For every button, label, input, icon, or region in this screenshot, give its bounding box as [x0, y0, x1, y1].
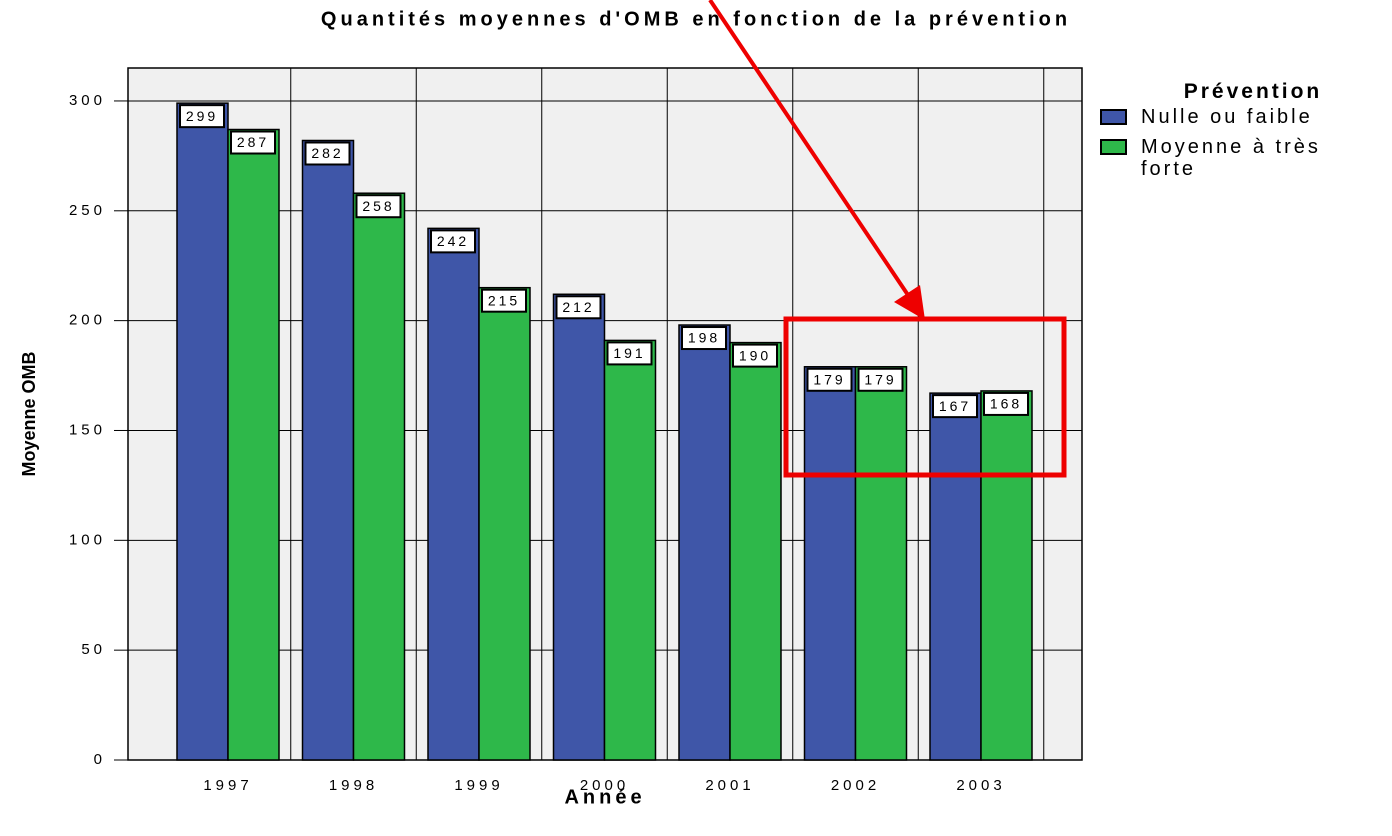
x-tick-label: 2003	[956, 777, 1005, 794]
value-label-box	[430, 229, 476, 254]
bar	[176, 102, 229, 761]
bar	[352, 192, 406, 761]
value-label-box	[555, 295, 602, 320]
legend-label: Moyenne à très forte	[1141, 136, 1321, 180]
value-label-box	[355, 194, 402, 219]
y-tick-label: 300	[69, 92, 106, 109]
value-label-box	[304, 141, 351, 166]
value-label-box	[606, 341, 653, 366]
value-label: 258	[362, 198, 394, 214]
value-label-box	[932, 394, 978, 419]
y-tick-label: 200	[69, 312, 106, 329]
value-label: 190	[739, 347, 771, 363]
arrow-head	[894, 285, 925, 320]
value-label-box	[857, 367, 904, 392]
y-tick-label: 250	[69, 202, 106, 219]
value-label-box	[481, 288, 527, 313]
value-label: 179	[813, 371, 845, 387]
x-tick-label: 2002	[831, 777, 880, 794]
value-label: 198	[688, 330, 720, 346]
value-label-box	[983, 391, 1029, 416]
value-label: 168	[990, 396, 1022, 412]
marks: 299 282 242 212 198 179 167 287 258 215 191 190 179 1…	[176, 102, 1033, 761]
chart-title: Quantités moyennes d'OMB en fonction de …	[321, 8, 1071, 30]
value-label: 242	[437, 233, 469, 249]
value-label: 191	[613, 345, 645, 361]
bar	[427, 227, 480, 761]
x-tick-label: 2001	[705, 777, 754, 794]
value-label-box	[732, 343, 778, 368]
value-label: 299	[186, 108, 218, 124]
legend-item: Moyenne à très forte	[1098, 136, 1388, 180]
bar	[678, 324, 731, 761]
x-tick-label: 1997	[203, 777, 252, 794]
y-tick-label: 150	[69, 421, 106, 438]
value-label: 212	[562, 299, 594, 315]
legend: Prévention Nulle ou faible Moyenne à très…	[1098, 80, 1388, 184]
bar	[478, 286, 531, 761]
y-tick-label: 0	[94, 751, 106, 768]
value-label: 215	[488, 292, 520, 308]
value-label-box	[806, 367, 853, 392]
legend-swatch	[1100, 109, 1127, 125]
x-tick-label: 1998	[329, 777, 378, 794]
x-tick-label: 1999	[454, 777, 503, 794]
value-label-box	[681, 326, 727, 351]
y-tick-label: 50	[81, 641, 106, 658]
bar	[980, 390, 1033, 761]
value-label-box	[230, 130, 276, 155]
legend-label: Nulle ou faible	[1141, 106, 1313, 128]
bar	[301, 139, 355, 761]
bar	[603, 339, 657, 761]
x-axis-label: Année	[564, 786, 645, 808]
bar	[929, 392, 982, 761]
bar	[227, 128, 280, 761]
y-tick-label: 100	[69, 531, 106, 548]
bar	[729, 341, 782, 761]
value-label: 167	[939, 398, 971, 414]
bar	[552, 293, 606, 761]
legend-swatch	[1100, 139, 1127, 155]
x-tick-label: 2000	[580, 777, 629, 794]
legend-item: Nulle ou faible	[1098, 106, 1388, 128]
legend-title: Prévention	[1183, 80, 1323, 103]
bar	[803, 366, 857, 761]
value-label: 179	[864, 371, 896, 387]
value-label-box	[179, 104, 225, 129]
value-label: 287	[237, 134, 269, 150]
bar	[854, 366, 908, 761]
arrow-shaft	[708, 0, 914, 303]
value-label: 282	[311, 145, 343, 161]
y-axis-label: Moyenne OMB	[19, 351, 39, 476]
highlight-box	[783, 316, 1067, 478]
